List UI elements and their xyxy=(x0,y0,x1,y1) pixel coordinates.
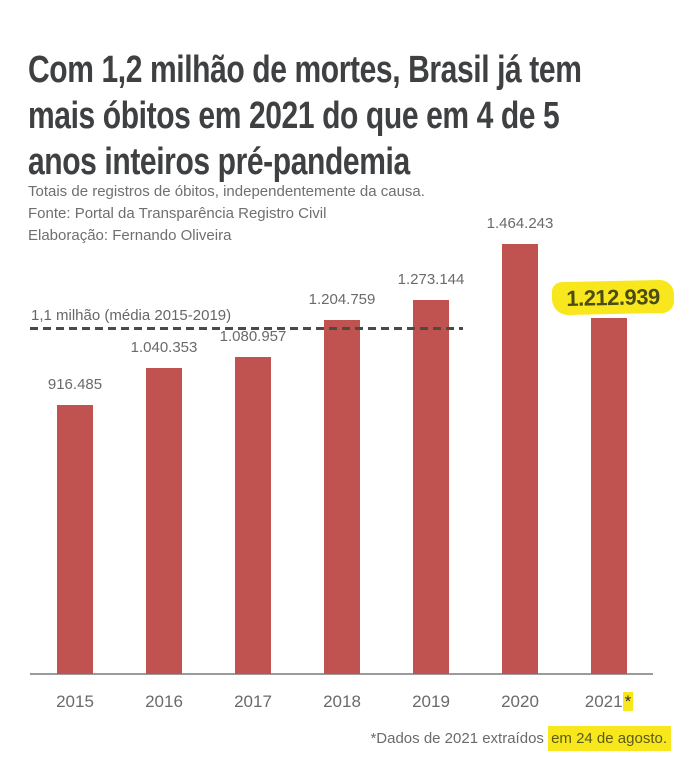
x-axis-label-2020: 2020 xyxy=(475,692,565,712)
x-axis-label-2017: 2017 xyxy=(208,692,298,712)
footnote-marker: * xyxy=(622,692,634,711)
year-text: 2016 xyxy=(145,692,183,711)
notes-line: Elaboração: Fernando Oliveira xyxy=(28,227,232,244)
year-text: 2020 xyxy=(501,692,539,711)
year-text: 2021 xyxy=(584,692,623,711)
value-label: 1.273.144 xyxy=(397,271,465,288)
notes-line: Totais de registros de óbitos, independe… xyxy=(28,183,425,200)
bar-2020 xyxy=(502,244,538,674)
bar-2015 xyxy=(57,405,93,674)
title-line: mais óbitos em 2021 do que em 4 de 5 xyxy=(28,95,560,138)
bar-2019 xyxy=(413,300,449,674)
x-axis-label-2019: 2019 xyxy=(386,692,476,712)
bar-2017 xyxy=(235,357,271,674)
average-reference-line xyxy=(30,327,463,330)
notes-line: Fonte: Portal da Transparência Registro … xyxy=(28,205,327,222)
average-line-label: 1,1 milhão (média 2015-2019) xyxy=(31,307,232,324)
value-label: 1.204.759 xyxy=(308,291,376,308)
title-line: anos inteiros pré-pandemia xyxy=(28,141,410,184)
x-axis-label-2018: 2018 xyxy=(297,692,387,712)
highlighted-value-label: 1.212.939 xyxy=(551,279,675,316)
chart-source-notes: Totais de registros de óbitos, independe… xyxy=(28,181,425,247)
x-axis-label-2021: 2021 * xyxy=(564,692,654,712)
year-text: 2019 xyxy=(412,692,450,711)
x-axis-line xyxy=(30,673,653,675)
year-text: 2018 xyxy=(323,692,361,711)
title-line: Com 1,2 milhão de mortes, Brasil já tem xyxy=(28,49,582,92)
bar-2018 xyxy=(324,320,360,674)
chart-title: Com 1,2 milhão de mortes, Brasil já tem m… xyxy=(28,47,660,185)
footnote-highlighted-text: em 24 de agosto. xyxy=(548,726,671,751)
x-axis-label-2016: 2016 xyxy=(119,692,209,712)
bar-2016 xyxy=(146,368,182,674)
value-label: 916.485 xyxy=(47,376,103,393)
footnote: *Dados de 2021 extraídos em 24 de agosto… xyxy=(370,726,671,751)
year-text: 2017 xyxy=(234,692,272,711)
value-label: 1.080.957 xyxy=(219,328,287,345)
value-label: 1.464.243 xyxy=(486,215,554,232)
x-axis-label-2015: 2015 xyxy=(30,692,120,712)
year-text: 2015 xyxy=(56,692,94,711)
value-label: 1.040.353 xyxy=(130,339,198,356)
bar-2021 xyxy=(591,318,627,674)
footnote-text: *Dados de 2021 extraídos xyxy=(370,730,549,747)
